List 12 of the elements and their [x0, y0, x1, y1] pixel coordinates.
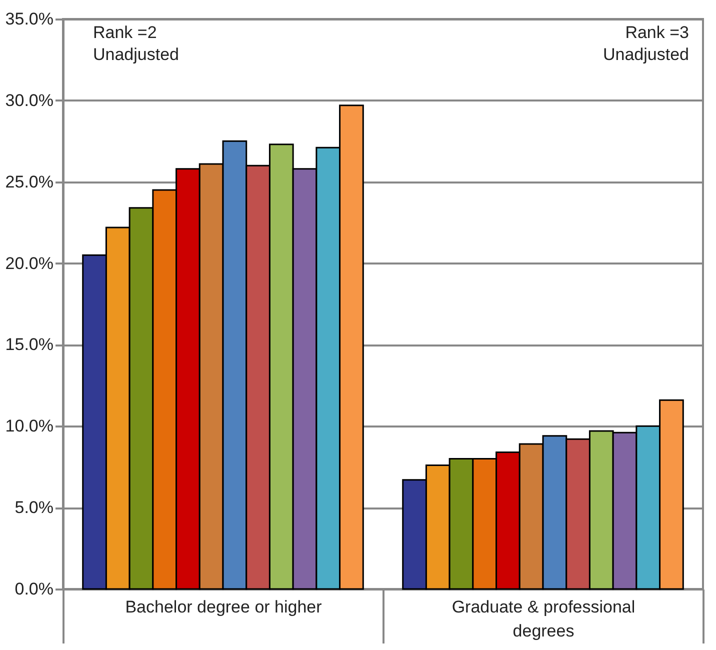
y-tick-label: 10.0% [5, 416, 54, 436]
y-tick-label: 15.0% [5, 335, 54, 354]
annotation: Rank =3 Unadjusted [602, 23, 689, 64]
x-tick-label: Bachelor degree or higher [125, 598, 322, 616]
y-tick-label: 25.0% [5, 172, 54, 192]
y-tick-label: 5.0% [14, 498, 54, 518]
y-tick-label: 30.0% [5, 90, 54, 110]
annotation: Rank =2 Unadjusted [93, 23, 180, 64]
x-tick-label: Graduate & professional degrees [452, 598, 636, 640]
y-tick-label: 0.0% [14, 580, 54, 598]
y-tick-label: 35.0% [5, 10, 54, 28]
y-tick-label: 20.0% [5, 254, 54, 273]
